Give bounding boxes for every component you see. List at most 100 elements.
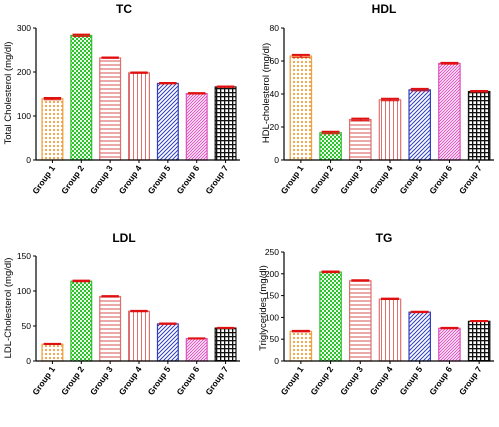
error-bar (72, 279, 91, 283)
bar-tc-group-6 (185, 92, 208, 161)
bar-ldl-group-4 (128, 310, 150, 362)
y-tick-label: 100 (17, 286, 31, 296)
x-tick-label: Group 1 (279, 364, 306, 397)
x-tick-label: Group 2 (59, 163, 86, 196)
y-tick-label: 200 (265, 269, 279, 279)
y-tick-label: 150 (265, 291, 279, 301)
bar-hdl-group-2 (319, 132, 342, 161)
chart-title: LDL (112, 231, 135, 245)
bar-tc-group-7 (214, 86, 237, 161)
bar-hdl-group-5 (408, 89, 432, 161)
y-tick-label: 0 (274, 356, 279, 366)
error-bar (440, 326, 459, 330)
chart-title: TG (376, 231, 393, 245)
bar-hdl-group-3 (348, 118, 372, 161)
error-bar (381, 297, 399, 301)
error-bar (291, 329, 310, 333)
error-bar (321, 130, 340, 135)
x-tick-label: Group 2 (308, 364, 335, 397)
x-tick-label: Group 5 (397, 364, 424, 397)
chart-title: TC (116, 2, 132, 16)
error-bar (351, 279, 370, 282)
x-tick-label: Group 4 (368, 364, 395, 397)
y-tick-label: 60 (270, 56, 280, 66)
error-bar (43, 342, 62, 345)
y-tick-label: 40 (270, 89, 280, 99)
y-tick-label: 20 (270, 122, 280, 132)
error-bar (187, 92, 206, 95)
bar-hdl-group-1 (289, 55, 313, 161)
chart-panel-4: TG Triglycerides (mg/dl) Group 1 Group 2 Gro… (258, 231, 494, 397)
error-bar (351, 117, 370, 122)
bar-tc-group-2 (70, 34, 93, 161)
x-tick-label: Group 7 (457, 364, 484, 397)
bar-hdl-group-4 (378, 99, 402, 161)
y-tick-label: 50 (270, 334, 280, 344)
x-tick-label: Group 3 (88, 364, 115, 397)
chart-panel-2: HDL HDL-cholesterol (mg/dl) Group 1 Group 2… (261, 2, 494, 196)
error-bar (410, 87, 429, 92)
error-bar (187, 337, 206, 340)
x-tick-label: Group 5 (146, 163, 173, 196)
x-tick-label: Group 4 (117, 163, 144, 196)
error-bar (470, 90, 489, 93)
x-tick-label: Group 2 (308, 163, 335, 196)
x-tick-label: Group 7 (203, 364, 230, 397)
error-bar (72, 33, 91, 37)
bar-tc-group-5 (156, 82, 179, 161)
bar-tc-group-1 (41, 98, 64, 161)
bar-tg-group-3 (348, 280, 372, 362)
error-bar (130, 71, 148, 74)
y-tick-label: 100 (265, 312, 279, 322)
x-tick-label: Group 5 (397, 163, 424, 196)
y-tick-label: 200 (17, 67, 31, 77)
error-bar (101, 295, 119, 298)
x-tick-label: Group 3 (338, 163, 365, 196)
y-axis-label: Triglycerides (mg/dl) (258, 265, 269, 351)
y-tick-label: 300 (17, 23, 31, 33)
y-tick-label: 50 (22, 321, 32, 331)
error-bar (159, 322, 177, 325)
error-bar (410, 310, 429, 314)
error-bar (321, 270, 340, 274)
bar-ldl-group-7 (214, 327, 237, 362)
x-tick-label: Group 4 (368, 163, 395, 196)
error-bar (440, 61, 459, 65)
x-tick-label: Group 1 (30, 163, 57, 196)
bar-tg-group-1 (289, 330, 313, 362)
y-tick-label: 80 (270, 23, 280, 33)
y-axis-label: Total Cholesterol (mg/dl) (3, 42, 14, 145)
error-bar (291, 53, 310, 58)
x-tick-label: Group 4 (117, 364, 144, 397)
y-tick-label: 0 (26, 155, 31, 165)
x-tick-label: Group 1 (279, 163, 306, 196)
bar-tg-group-4 (378, 298, 402, 362)
bar-ldl-group-6 (185, 338, 208, 362)
bar-hdl-group-6 (438, 62, 461, 161)
error-bar (43, 96, 62, 101)
x-tick-label: Group 3 (88, 163, 115, 196)
y-tick-label: 150 (17, 251, 31, 261)
x-tick-label: Group 5 (146, 364, 173, 397)
y-axis-label: LDL-Cholesterol (mg/dl) (3, 258, 14, 359)
bar-hdl-group-7 (467, 90, 491, 161)
y-tick-label: 0 (26, 356, 31, 366)
x-tick-label: Group 6 (174, 364, 201, 397)
bar-tg-group-5 (408, 311, 432, 362)
bar-ldl-group-5 (156, 323, 179, 362)
x-tick-label: Group 2 (59, 364, 86, 397)
bar-tg-group-7 (467, 320, 491, 362)
y-tick-label: 250 (265, 247, 279, 257)
x-tick-label: Group 6 (174, 163, 201, 196)
error-bar (381, 97, 399, 102)
y-tick-label: 100 (17, 111, 31, 121)
x-tick-label: Group 6 (427, 163, 454, 196)
error-bar (159, 82, 177, 85)
bar-ldl-group-1 (41, 343, 64, 362)
bar-tg-group-6 (438, 327, 461, 362)
x-tick-label: Group 6 (427, 364, 454, 397)
y-axis-label: HDL-cholesterol (mg/dl) (261, 43, 272, 143)
error-bar (470, 320, 489, 323)
